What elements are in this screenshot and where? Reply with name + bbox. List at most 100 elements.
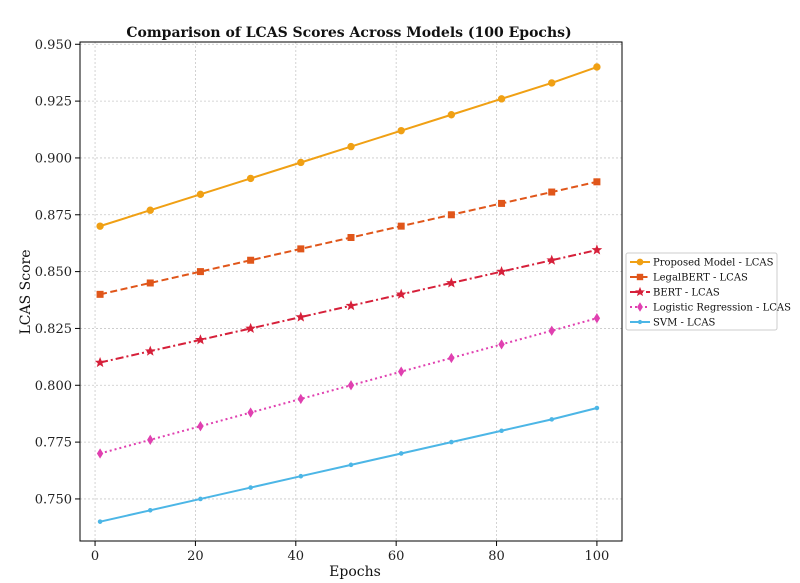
data-point-dot — [348, 462, 354, 468]
data-point-diamond — [147, 434, 154, 445]
data-point-diamond — [197, 421, 204, 432]
data-point-diamond — [247, 407, 254, 418]
plot-frame — [79, 41, 623, 542]
y-tick-label: 0.775 — [35, 436, 72, 451]
y-axis-label: LCAS Score — [18, 250, 34, 335]
data-point-dot — [147, 508, 153, 513]
data-point-star — [144, 345, 156, 356]
series-0 — [96, 63, 601, 230]
legend: Proposed Model - LCAS LegalBERT - LCAS BER… — [625, 252, 791, 331]
y-tick-label: 0.750 — [35, 492, 72, 507]
data-point-circle — [447, 111, 456, 119]
y-tick-label: 0.900 — [35, 151, 72, 166]
data-point-circle — [246, 174, 255, 183]
data-point-dot — [198, 496, 203, 502]
data-point-star — [591, 244, 603, 255]
data-point-circle — [593, 63, 601, 71]
data-point-square — [96, 290, 104, 298]
data-point-circle — [146, 206, 154, 214]
x-tick-label: 80 — [488, 549, 505, 564]
legend-item: Logistic Regression - LCAS — [630, 302, 791, 314]
data-point-dot — [398, 451, 404, 456]
grid — [80, 42, 622, 541]
series-line — [99, 407, 598, 523]
legend-item: LegalBERT - LCAS — [630, 273, 748, 284]
data-point-square — [498, 199, 506, 207]
y-tick-label: 0.950 — [35, 38, 72, 53]
data-point-dot — [499, 428, 504, 434]
data-point-diamond — [498, 339, 505, 350]
legend-item: BERT - LCAS — [630, 286, 720, 299]
data-point-star — [345, 300, 357, 311]
data-point-diamond — [347, 380, 355, 391]
data-point-diamond — [548, 325, 555, 336]
data-point-star — [546, 254, 558, 265]
data-point-circle — [397, 126, 405, 135]
data-point-diamond — [297, 393, 305, 405]
plot-series — [94, 63, 603, 524]
data-point-dot — [248, 485, 253, 490]
data-point-square — [548, 188, 556, 196]
y-tick-label: 0.825 — [35, 322, 72, 337]
data-point-star — [295, 311, 307, 322]
data-point-dot — [549, 417, 555, 422]
axis-ticks: 0 20 40 60 80 100 0.750 0.775 0.800 0.825 0.850 0.8… — [35, 38, 610, 564]
data-point-circle — [196, 190, 205, 199]
y-tick-label: 0.875 — [35, 208, 72, 223]
data-point-square — [347, 234, 355, 242]
x-tick-label: 40 — [288, 549, 305, 564]
data-point-square — [636, 273, 644, 281]
data-point-star — [195, 334, 206, 345]
data-point-diamond — [448, 352, 455, 364]
y-tick-label: 0.800 — [35, 379, 72, 394]
data-point-circle — [548, 79, 556, 87]
x-tick-label: 20 — [187, 549, 204, 564]
data-point-circle — [297, 158, 305, 167]
data-point-star — [635, 286, 645, 297]
data-point-star — [395, 288, 407, 299]
data-point-circle — [636, 258, 644, 266]
data-point-square — [247, 256, 255, 264]
data-point-circle — [347, 142, 355, 151]
x-tick-label: 60 — [388, 549, 405, 564]
data-point-dot — [97, 519, 103, 524]
data-point-star — [496, 266, 507, 277]
data-point-star — [245, 322, 256, 333]
data-point-dot — [637, 319, 643, 325]
legend-label: SVM - LCAS — [653, 318, 716, 329]
data-point-square — [397, 222, 405, 230]
data-point-star — [446, 277, 457, 288]
data-point-diamond — [96, 448, 104, 459]
series-3 — [96, 313, 601, 459]
data-point-dot — [594, 405, 600, 411]
data-point-circle — [96, 222, 104, 230]
series-4 — [97, 405, 600, 524]
data-point-square — [593, 178, 601, 186]
x-axis-label: Epochs — [329, 564, 381, 580]
legend-item: Proposed Model - LCAS — [630, 258, 774, 269]
legend-label: Proposed Model - LCAS — [653, 258, 774, 269]
series-line — [99, 249, 598, 364]
legend-box — [625, 252, 778, 331]
series-2 — [94, 244, 603, 368]
y-tick-label: 0.850 — [35, 265, 72, 280]
data-point-dot — [449, 439, 454, 445]
data-point-star — [94, 356, 106, 368]
series-1 — [96, 178, 601, 298]
legend-label: Logistic Regression - LCAS — [653, 303, 791, 314]
data-point-square — [196, 268, 204, 276]
data-point-diamond — [593, 313, 601, 324]
data-point-dot — [298, 473, 304, 479]
data-point-square — [297, 245, 305, 253]
data-point-square — [146, 279, 154, 287]
x-tick-label: 0 — [91, 549, 99, 564]
legend-label: BERT - LCAS — [653, 288, 720, 299]
data-point-diamond — [397, 366, 405, 377]
data-point-circle — [497, 95, 506, 103]
chart-title: Comparison of LCAS Scores Across Models … — [126, 25, 571, 41]
y-tick-label: 0.925 — [35, 95, 72, 110]
data-point-square — [447, 211, 455, 219]
legend-item: SVM - LCAS — [630, 318, 716, 329]
legend-label: LegalBERT - LCAS — [653, 273, 748, 284]
